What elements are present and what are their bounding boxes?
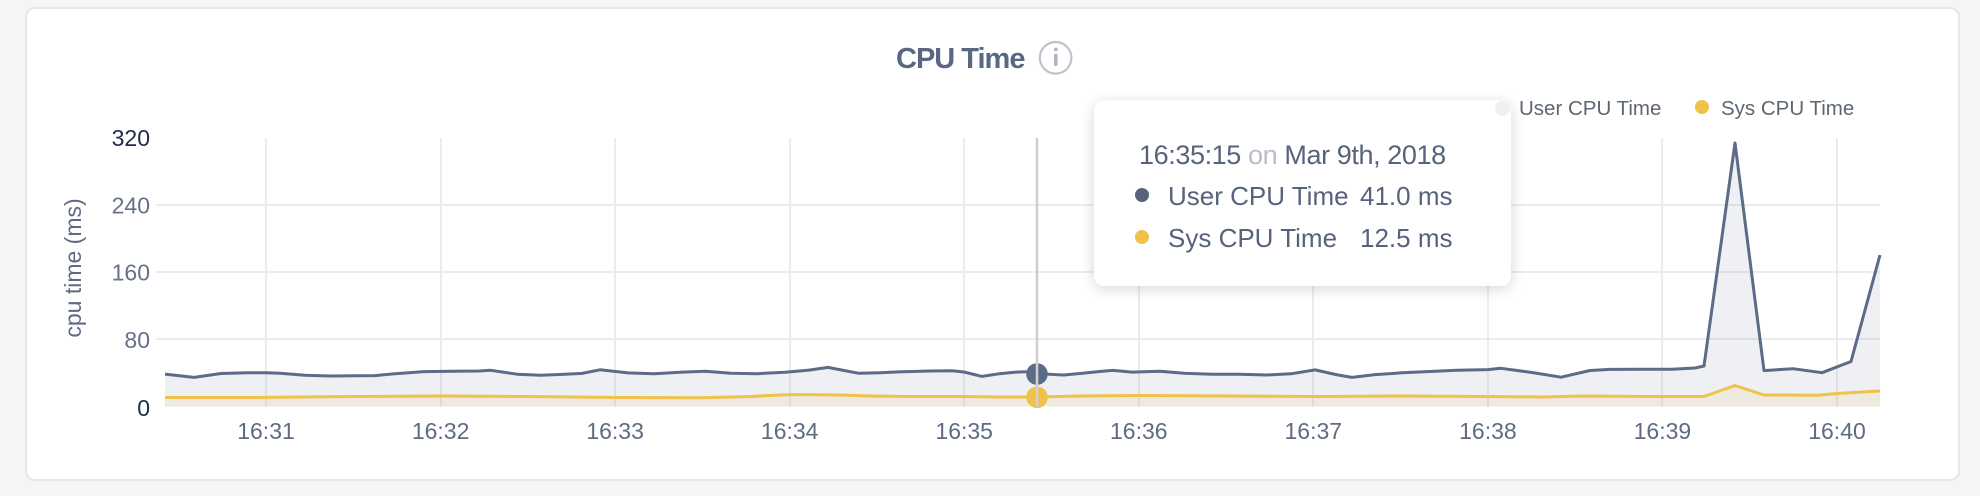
svg-text:cpu time (ms): cpu time (ms): [60, 198, 86, 337]
svg-text:160: 160: [112, 260, 150, 286]
svg-text:16:32: 16:32: [412, 418, 470, 444]
svg-text:80: 80: [124, 327, 150, 353]
svg-text:16:33: 16:33: [586, 418, 644, 444]
svg-text:240: 240: [112, 193, 150, 219]
svg-text:16:34: 16:34: [761, 418, 819, 444]
svg-text:16:35: 16:35: [935, 418, 993, 444]
svg-text:16:31: 16:31: [237, 418, 295, 444]
svg-text:16:38: 16:38: [1459, 418, 1517, 444]
svg-text:16:36: 16:36: [1110, 418, 1168, 444]
svg-text:16:37: 16:37: [1285, 418, 1343, 444]
svg-text:0: 0: [137, 395, 150, 421]
svg-text:320: 320: [112, 125, 150, 151]
svg-text:16:39: 16:39: [1634, 418, 1692, 444]
svg-text:16:40: 16:40: [1808, 418, 1866, 444]
